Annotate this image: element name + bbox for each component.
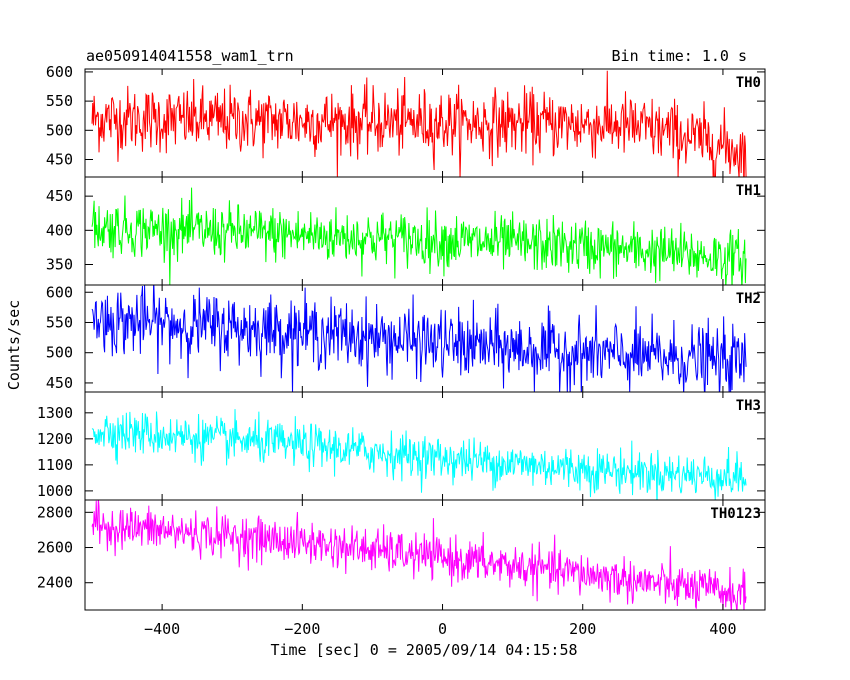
series-line-th3: [91, 409, 747, 500]
y-tick-label: 1100: [37, 456, 73, 474]
y-tick-label: 550: [46, 92, 73, 110]
y-tick-label: 2600: [37, 539, 73, 557]
x-axis-label: Time [sec] 0 = 2005/09/14 04:15:58: [270, 641, 577, 659]
x-axis: −400 −200 0 200 400: [144, 620, 736, 638]
x-tick-label: 0: [438, 620, 447, 638]
bin-time-label: Bin time: 1.0 s: [612, 47, 747, 65]
y-tick-label: 1300: [37, 404, 73, 422]
x-tick-label: −200: [284, 620, 320, 638]
panel-th0123: 2400 2600 2800 TH0123: [37, 499, 766, 611]
y-tick-label: 350: [46, 255, 73, 273]
x-tick-label: 200: [569, 620, 596, 638]
chart-title: ae050914041558_wam1_trn: [86, 47, 294, 65]
panel-frame: [84, 499, 766, 611]
x-tick-label: −400: [144, 620, 180, 638]
series-line-th0123: [91, 500, 747, 610]
panel-label-th3: TH3: [736, 398, 761, 414]
y-tick-label: 1200: [37, 430, 73, 448]
y-tick-label: 450: [46, 187, 73, 205]
series-line-th2: [91, 285, 747, 392]
y-axis-label: Counts/sec: [5, 300, 23, 390]
x-tick-label: 400: [709, 620, 736, 638]
panel-label-th0123: TH0123: [710, 506, 761, 522]
y-tick-label: 500: [46, 344, 73, 362]
y-tick-label: 2800: [37, 503, 73, 521]
panel-th0: 450 500 550 600 TH0: [46, 63, 766, 178]
panel-label-th2: TH2: [736, 291, 761, 307]
y-tick-label: 400: [46, 221, 73, 239]
y-tick-label: 450: [46, 150, 73, 168]
panel-label-th1: TH1: [736, 183, 761, 199]
y-tick-label: 600: [46, 63, 73, 81]
series-line-th0: [91, 70, 747, 177]
panel-label-th0: TH0: [736, 75, 761, 91]
y-tick-label: 2400: [37, 574, 73, 592]
panels-group: 450 500 550 600 TH0 350 400 450 TH1 450 500 550 600 T…: [37, 63, 766, 611]
panel-th2: 450 500 550 600 TH2: [46, 283, 766, 393]
y-tick-label: 500: [46, 121, 73, 139]
panel-th3: 1000 1100 1200 1300 TH3: [37, 391, 766, 501]
y-tick-label: 450: [46, 374, 73, 392]
panel-th1: 350 400 450 TH1: [46, 176, 766, 286]
y-tick-label: 1000: [37, 482, 73, 500]
y-tick-label: 600: [46, 283, 73, 301]
y-tick-label: 550: [46, 313, 73, 331]
series-line-th1: [91, 187, 747, 285]
